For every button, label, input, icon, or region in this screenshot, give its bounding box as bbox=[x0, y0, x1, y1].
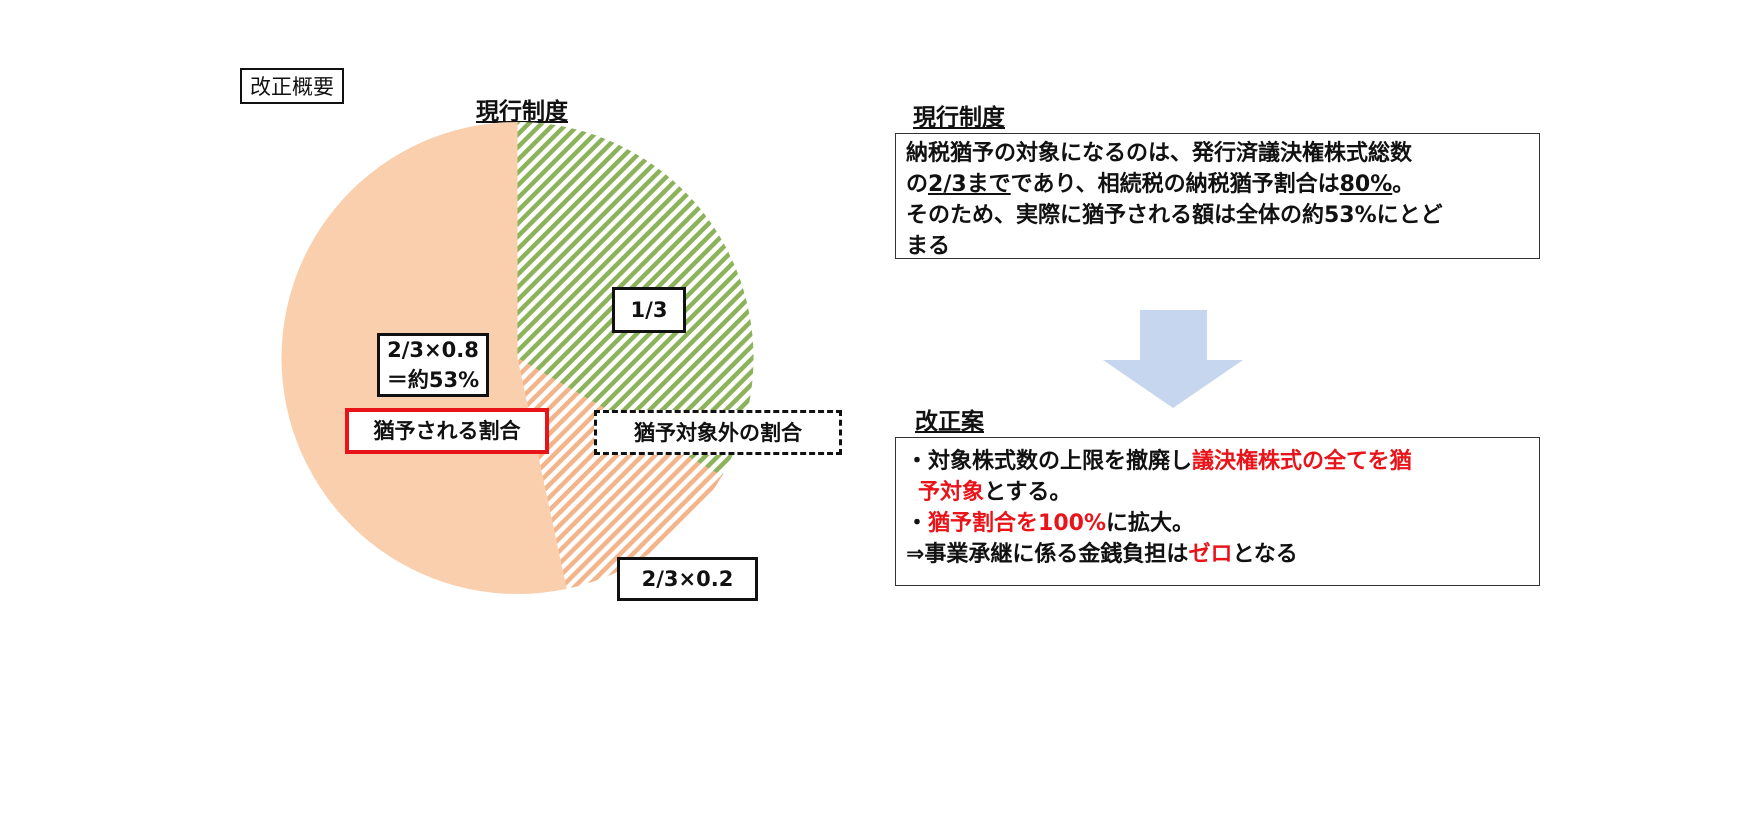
granted-formula: 2/3×0.8 bbox=[387, 338, 479, 362]
slice-excluded-remainder bbox=[517, 358, 722, 589]
current-heading: 現行制度 bbox=[913, 105, 1005, 131]
proposal-line: ・猶予割合を100%に拡大。 bbox=[906, 511, 1194, 536]
current-line: の2/3までであり、相続税の納税猶予割合は80%。 bbox=[906, 172, 1415, 197]
proposal-line: 予対象とする。 bbox=[918, 480, 1072, 505]
current-system-box: 納税猶予の対象になるのは、発行済議決権株式総数 の2/3までであり、相続税の納税… bbox=[895, 133, 1540, 259]
proposal-box: ・対象株式数の上限を撤廃し議決権株式の全てを猶 予対象とする。 ・猶予割合を10… bbox=[895, 437, 1540, 586]
excluded-share-label: 猶予対象外の割合 bbox=[594, 410, 842, 455]
granted-result: ＝約53% bbox=[386, 368, 480, 392]
proposal-heading: 改正案 bbox=[915, 409, 984, 435]
slice-label-excluded-remainder: 2/3×0.2 bbox=[617, 557, 758, 601]
current-line: そのため、実際に猶予される額は全体の約53%にとど bbox=[906, 203, 1443, 228]
overview-tag: 改正概要 bbox=[240, 68, 344, 104]
slice-label-granted: 2/3×0.8 ＝約53% bbox=[377, 333, 489, 397]
current-line: まる bbox=[906, 234, 951, 259]
chart-title: 現行制度 bbox=[476, 99, 568, 125]
slice-label-excluded-third: 1/3 bbox=[612, 287, 686, 333]
down-arrow-icon bbox=[1103, 310, 1243, 408]
proposal-line: ・対象株式数の上限を撤廃し議決権株式の全てを猶 bbox=[906, 449, 1412, 474]
current-line: 納税猶予の対象になるのは、発行済議決権株式総数 bbox=[906, 141, 1413, 166]
granted-share-label: 猶予される割合 bbox=[345, 408, 549, 454]
proposal-line: ⇒事業承継に係る金銭負担はゼロとなる bbox=[906, 542, 1298, 567]
